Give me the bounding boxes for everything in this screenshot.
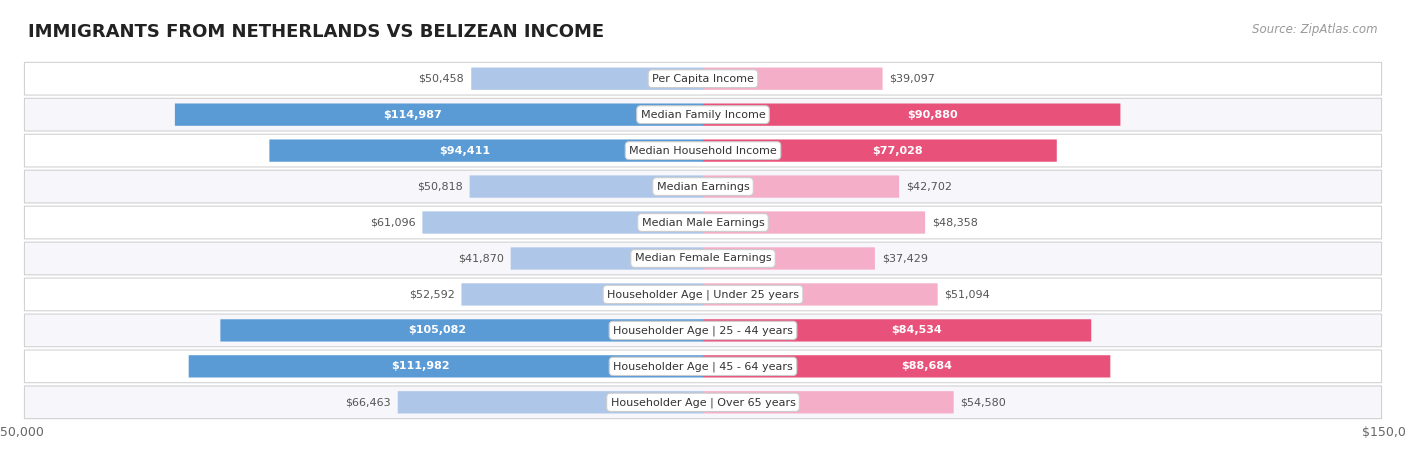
Text: $48,358: $48,358 <box>932 218 977 227</box>
Text: Median Household Income: Median Household Income <box>628 146 778 156</box>
FancyBboxPatch shape <box>470 176 703 198</box>
FancyBboxPatch shape <box>703 104 1121 126</box>
FancyBboxPatch shape <box>24 386 1382 419</box>
FancyBboxPatch shape <box>188 355 703 377</box>
FancyBboxPatch shape <box>703 212 925 234</box>
Text: Median Family Income: Median Family Income <box>641 110 765 120</box>
Text: $94,411: $94,411 <box>439 146 491 156</box>
Text: Median Male Earnings: Median Male Earnings <box>641 218 765 227</box>
FancyBboxPatch shape <box>24 242 1382 275</box>
FancyBboxPatch shape <box>703 176 898 198</box>
Text: $52,592: $52,592 <box>409 290 454 299</box>
Text: $90,880: $90,880 <box>907 110 957 120</box>
Text: $66,463: $66,463 <box>346 397 391 407</box>
FancyBboxPatch shape <box>24 206 1382 239</box>
Text: Per Capita Income: Per Capita Income <box>652 74 754 84</box>
Text: $50,818: $50,818 <box>418 182 463 191</box>
FancyBboxPatch shape <box>398 391 703 413</box>
FancyBboxPatch shape <box>422 212 703 234</box>
FancyBboxPatch shape <box>703 68 883 90</box>
Text: $61,096: $61,096 <box>370 218 416 227</box>
Text: $111,982: $111,982 <box>391 361 450 371</box>
FancyBboxPatch shape <box>703 140 1057 162</box>
Text: $37,429: $37,429 <box>882 254 928 263</box>
FancyBboxPatch shape <box>24 134 1382 167</box>
Text: Median Earnings: Median Earnings <box>657 182 749 191</box>
Text: $84,534: $84,534 <box>891 325 942 335</box>
FancyBboxPatch shape <box>510 248 703 269</box>
FancyBboxPatch shape <box>703 355 1111 377</box>
FancyBboxPatch shape <box>24 350 1382 383</box>
FancyBboxPatch shape <box>270 140 703 162</box>
FancyBboxPatch shape <box>174 104 703 126</box>
Text: $88,684: $88,684 <box>901 361 952 371</box>
Text: Median Female Earnings: Median Female Earnings <box>634 254 772 263</box>
Text: Householder Age | 45 - 64 years: Householder Age | 45 - 64 years <box>613 361 793 372</box>
Text: $39,097: $39,097 <box>890 74 935 84</box>
FancyBboxPatch shape <box>461 283 703 305</box>
Text: Householder Age | Under 25 years: Householder Age | Under 25 years <box>607 289 799 300</box>
FancyBboxPatch shape <box>221 319 703 341</box>
FancyBboxPatch shape <box>24 278 1382 311</box>
Text: $41,870: $41,870 <box>458 254 503 263</box>
FancyBboxPatch shape <box>24 314 1382 347</box>
FancyBboxPatch shape <box>471 68 703 90</box>
FancyBboxPatch shape <box>703 283 938 305</box>
FancyBboxPatch shape <box>703 248 875 269</box>
FancyBboxPatch shape <box>24 98 1382 131</box>
Text: $114,987: $114,987 <box>384 110 441 120</box>
Text: Householder Age | 25 - 44 years: Householder Age | 25 - 44 years <box>613 325 793 336</box>
Text: $50,458: $50,458 <box>419 74 464 84</box>
Text: $54,580: $54,580 <box>960 397 1007 407</box>
Text: $42,702: $42,702 <box>905 182 952 191</box>
Text: IMMIGRANTS FROM NETHERLANDS VS BELIZEAN INCOME: IMMIGRANTS FROM NETHERLANDS VS BELIZEAN … <box>28 23 605 42</box>
Text: $51,094: $51,094 <box>945 290 990 299</box>
Text: $77,028: $77,028 <box>872 146 922 156</box>
Text: $105,082: $105,082 <box>409 325 467 335</box>
Text: Source: ZipAtlas.com: Source: ZipAtlas.com <box>1253 23 1378 36</box>
FancyBboxPatch shape <box>24 62 1382 95</box>
FancyBboxPatch shape <box>703 391 953 413</box>
FancyBboxPatch shape <box>703 319 1091 341</box>
FancyBboxPatch shape <box>24 170 1382 203</box>
Text: Householder Age | Over 65 years: Householder Age | Over 65 years <box>610 397 796 408</box>
